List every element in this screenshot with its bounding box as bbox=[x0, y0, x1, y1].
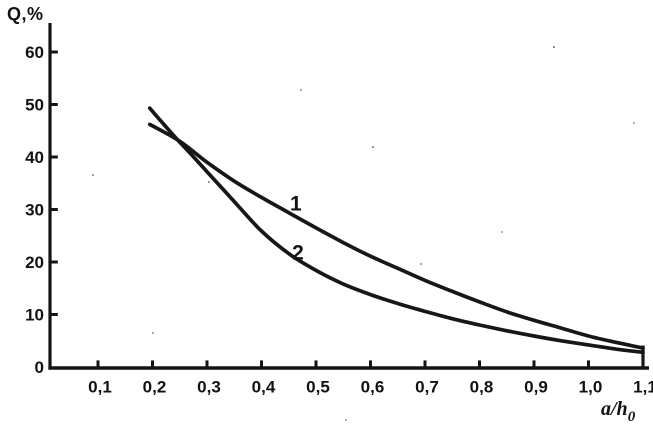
x-tick-label-1,0: 1,0 bbox=[579, 378, 603, 397]
y-axis-ticks: 0 10 20 30 40 50 60 bbox=[25, 43, 58, 377]
y-tick-label-0: 0 bbox=[35, 358, 44, 377]
curve-1 bbox=[147, 122, 645, 350]
x-axis-title-main: a/h bbox=[601, 398, 628, 420]
y-tick-label-50: 50 bbox=[25, 96, 44, 115]
x-tick-label-1,1: 1,1 bbox=[633, 378, 653, 397]
data-curves bbox=[147, 106, 645, 355]
x-axis-ticks: 0,1 0,2 0,3 0,4 0,5 0,6 0,7 0,8 0,9 1,0 1,1 bbox=[88, 360, 653, 397]
y-tick-label-20: 20 bbox=[25, 253, 44, 272]
y-tick-label-30: 30 bbox=[25, 201, 44, 220]
x-tick-label-0,6: 0,6 bbox=[361, 378, 385, 397]
x-tick-label-0,5: 0,5 bbox=[306, 378, 330, 397]
x-tick-label-0,1: 0,1 bbox=[88, 378, 112, 397]
y-tick-label-10: 10 bbox=[25, 306, 44, 325]
x-axis-title: a/h0 bbox=[601, 398, 635, 426]
x-tick-label-0,7: 0,7 bbox=[415, 378, 439, 397]
y-tick-label-40: 40 bbox=[25, 148, 44, 167]
x-axis-title-subscript: 0 bbox=[627, 409, 636, 425]
y-tick-label-60: 60 bbox=[25, 43, 44, 62]
x-tick-label-0,2: 0,2 bbox=[143, 378, 167, 397]
y-axis-title: Q,% bbox=[7, 4, 44, 24]
curve-2 bbox=[147, 106, 645, 355]
x-tick-label-0,3: 0,3 bbox=[197, 378, 221, 397]
x-tick-label-0,9: 0,9 bbox=[524, 378, 548, 397]
curve-label-2: 2 bbox=[292, 242, 304, 265]
x-tick-label-0,4: 0,4 bbox=[252, 378, 276, 397]
x-tick-label-0,8: 0,8 bbox=[470, 378, 494, 397]
curve-number-labels: 12 bbox=[290, 193, 304, 265]
curve-label-1: 1 bbox=[290, 193, 302, 216]
